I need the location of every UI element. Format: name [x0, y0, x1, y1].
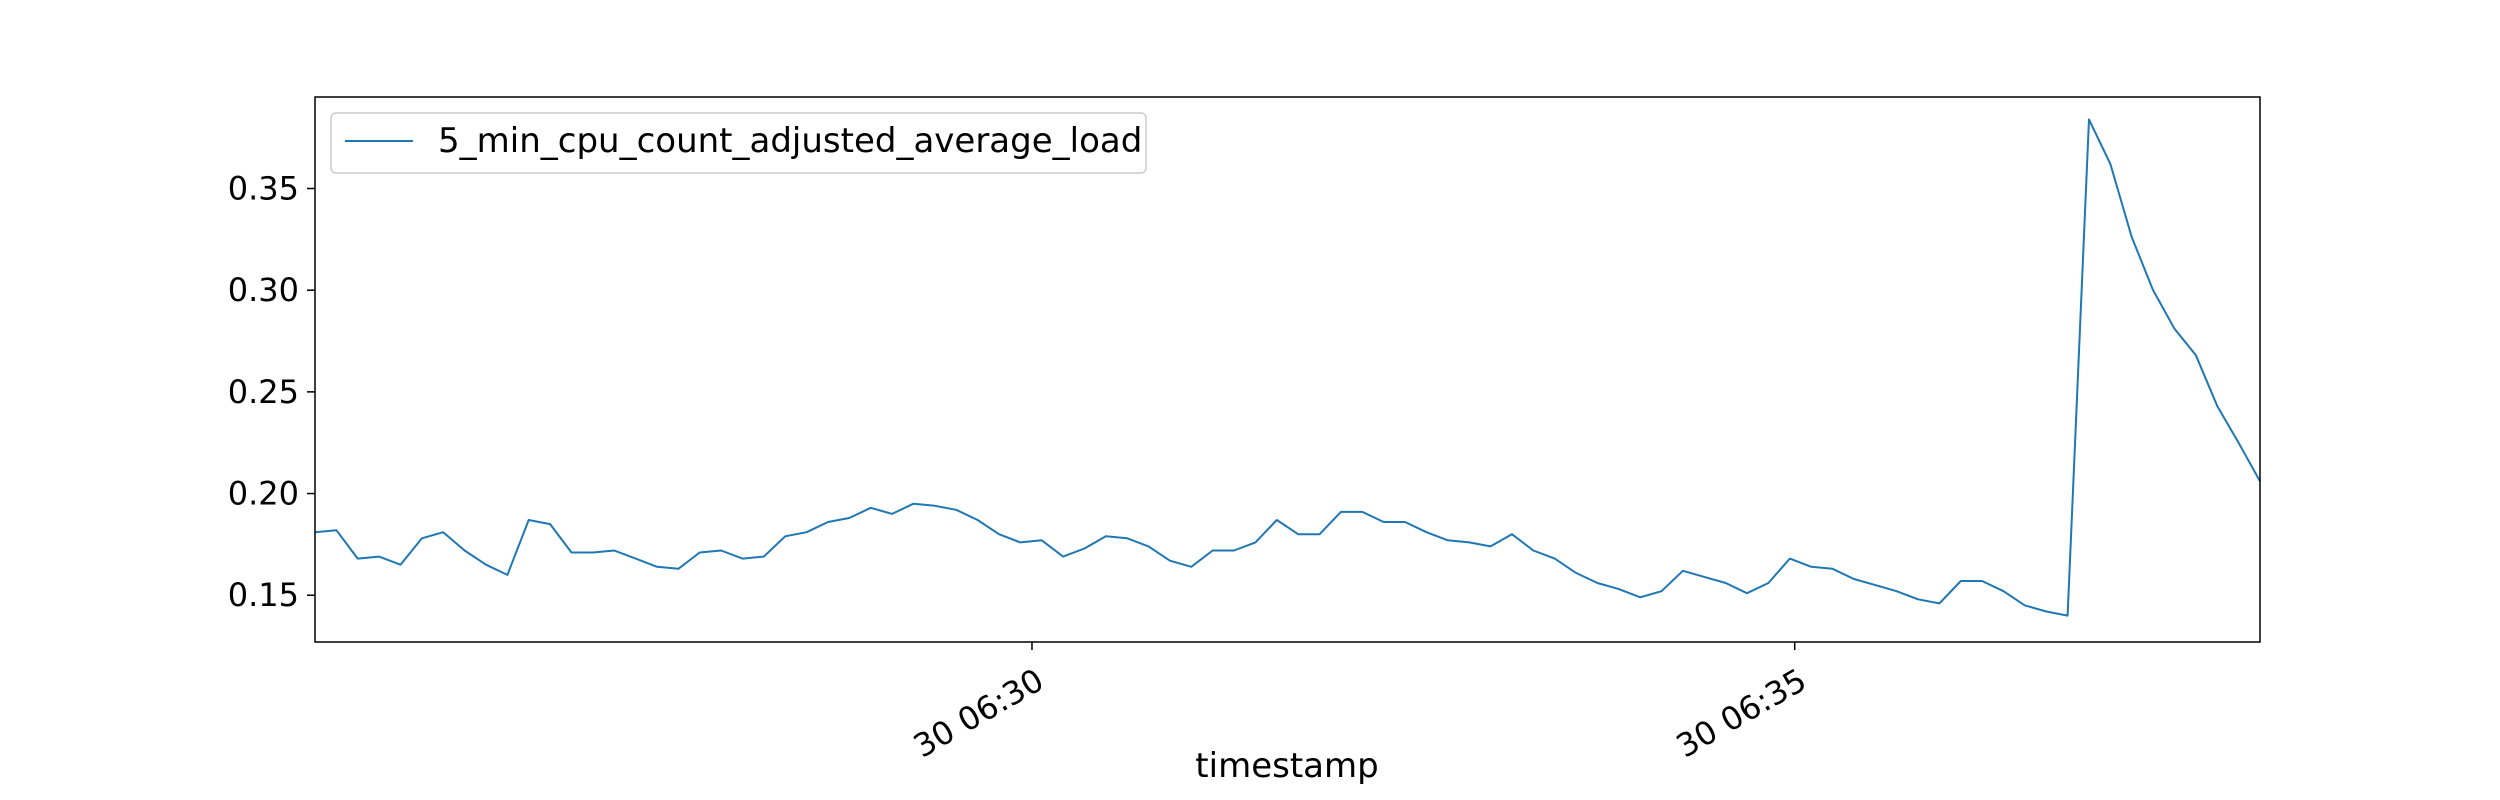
- y-axis: 0.15 0.20 0.25 0.30 0.35: [228, 170, 315, 614]
- x-axis-label: timestamp: [1195, 746, 1378, 786]
- legend-box: [330, 112, 1147, 174]
- series-line: [314, 118, 2261, 617]
- y-tick-label: 0.25: [228, 373, 299, 411]
- plot-area: [315, 97, 2260, 642]
- axes-frame: [314, 96, 2261, 643]
- y-tick-label: 0.35: [228, 170, 299, 208]
- y-tick-label: 0.30: [228, 271, 299, 309]
- y-tick-label: 0.20: [228, 475, 299, 513]
- series-layer: [314, 118, 2261, 617]
- legend-label: 5_min_cpu_count_adjusted_average_load: [438, 121, 1142, 161]
- x-tick-label: 30 06:30: [907, 661, 1050, 765]
- legend[interactable]: 5_min_cpu_count_adjusted_average_load: [330, 112, 1147, 174]
- x-tick-label: 30 06:35: [1670, 661, 1813, 765]
- y-tick-label: 0.15: [228, 576, 299, 614]
